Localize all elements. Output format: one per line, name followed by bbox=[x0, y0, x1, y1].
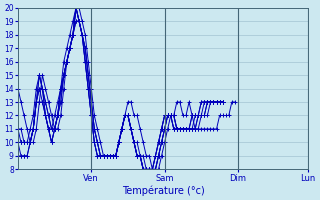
X-axis label: Température (°c): Température (°c) bbox=[122, 185, 204, 196]
